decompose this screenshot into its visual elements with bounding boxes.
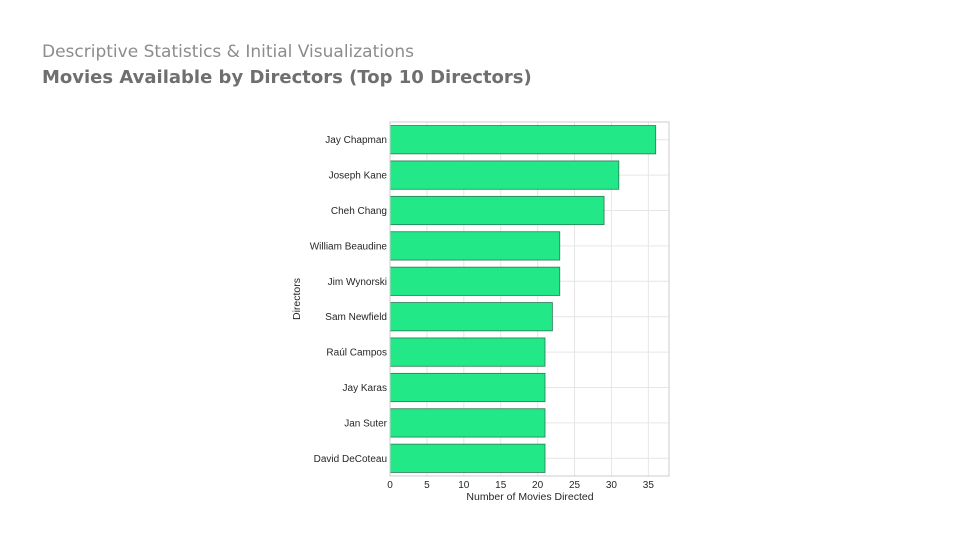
x-tick-label: 20 [532, 480, 544, 491]
y-tick-label: Jay Karas [343, 383, 387, 394]
bar [389, 302, 553, 332]
y-tick-label: Jim Wynorski [328, 277, 387, 288]
y-tick-label: David DeCoteau [314, 454, 387, 465]
bar [389, 337, 546, 367]
bars [389, 125, 657, 473]
bar [389, 443, 546, 473]
y-tick-label: Sam Newfield [325, 312, 387, 323]
bar [389, 408, 546, 438]
x-tick-label: 25 [569, 480, 581, 491]
y-tick-label: Jay Chapman [325, 135, 387, 146]
y-tick-label: Joseph Kane [329, 171, 388, 182]
bar [389, 160, 620, 190]
bar [389, 266, 561, 296]
bar [389, 372, 546, 403]
x-tick-label: 15 [495, 480, 507, 491]
bar [389, 195, 605, 226]
y-axis-label: Directors [291, 278, 303, 320]
y-tick-label: William Beaudine [310, 241, 388, 252]
x-axis-label: Number of Movies Directed [466, 491, 593, 503]
y-tick-label: Raúl Campos [326, 348, 387, 359]
x-tick-label: 10 [458, 480, 470, 491]
slide-title: Movies Available by Directors (Top 10 Di… [42, 67, 532, 88]
plot-frame [389, 121, 670, 477]
y-tick-labels: Jay Chapman Joseph Kane Cheh Chang William … [310, 135, 388, 465]
bar [389, 125, 657, 155]
x-tick-labels: 0 5 10 15 20 25 30 35 [387, 480, 654, 491]
slide-subtitle: Descriptive Statistics & Initial Visuali… [42, 42, 415, 62]
y-tick-label: Jan Suter [344, 418, 387, 429]
x-tick-label: 30 [606, 480, 618, 491]
x-tick-label: 0 [387, 480, 393, 491]
x-tick-label: 35 [643, 480, 655, 491]
x-tick-label: 5 [424, 480, 430, 491]
bar [389, 231, 561, 261]
y-tick-label: Cheh Chang [331, 206, 387, 217]
